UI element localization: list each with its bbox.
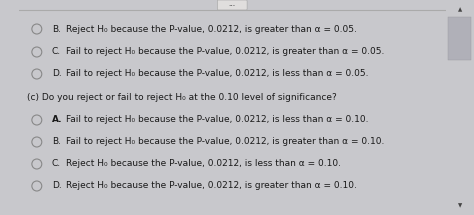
- Text: (c) Do you reject or fail to reject H₀ at the 0.10 level of significance?: (c) Do you reject or fail to reject H₀ a…: [27, 92, 337, 101]
- Text: C.: C.: [52, 160, 61, 169]
- Text: B.: B.: [52, 138, 61, 146]
- Text: Reject H₀ because the P-value, 0.0212, is greater than α = 0.05.: Reject H₀ because the P-value, 0.0212, i…: [65, 25, 356, 34]
- Text: C.: C.: [52, 48, 61, 57]
- Text: Reject H₀ because the P-value, 0.0212, is less than α = 0.10.: Reject H₀ because the P-value, 0.0212, i…: [65, 160, 341, 169]
- Text: Fail to reject H₀ because the P-value, 0.0212, is greater than α = 0.05.: Fail to reject H₀ because the P-value, 0…: [65, 48, 384, 57]
- Text: ▲: ▲: [458, 8, 462, 12]
- Text: D.: D.: [52, 181, 62, 190]
- Text: A.: A.: [52, 115, 62, 124]
- Text: D.: D.: [52, 69, 62, 78]
- Text: Reject H₀ because the P-value, 0.0212, is greater than α = 0.10.: Reject H₀ because the P-value, 0.0212, i…: [65, 181, 356, 190]
- FancyBboxPatch shape: [218, 0, 247, 10]
- Text: Fail to reject H₀ because the P-value, 0.0212, is less than α = 0.10.: Fail to reject H₀ because the P-value, 0…: [65, 115, 368, 124]
- Text: Fail to reject H₀ because the P-value, 0.0212, is less than α = 0.05.: Fail to reject H₀ because the P-value, 0…: [65, 69, 368, 78]
- FancyBboxPatch shape: [448, 17, 471, 60]
- Text: ...: ...: [228, 3, 236, 8]
- Text: Fail to reject H₀ because the P-value, 0.0212, is greater than α = 0.10.: Fail to reject H₀ because the P-value, 0…: [65, 138, 384, 146]
- Text: ▼: ▼: [458, 204, 462, 209]
- Text: B.: B.: [52, 25, 61, 34]
